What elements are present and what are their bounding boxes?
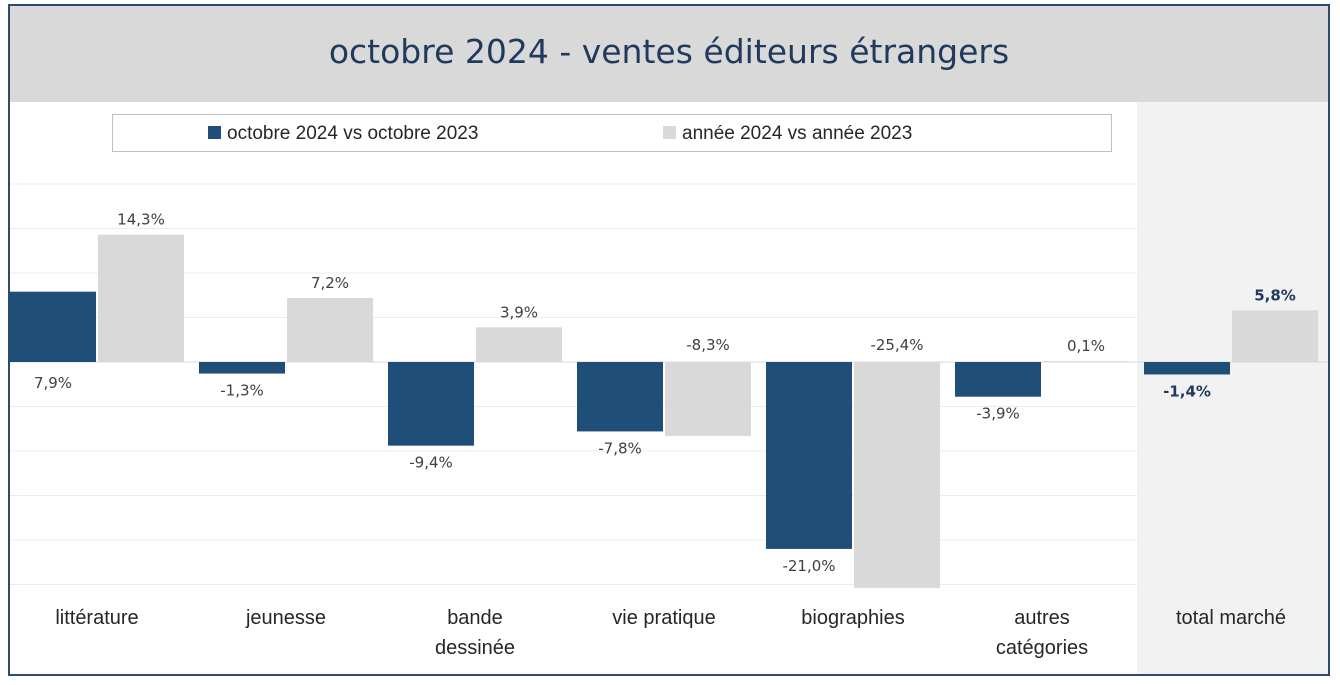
bar-monthly (199, 362, 285, 374)
legend: octobre 2024 vs octobre 2023 année 2024 … (112, 114, 1112, 152)
data-label-monthly: -1,3% (220, 382, 264, 400)
data-label-yearly: 7,2% (311, 274, 349, 292)
data-label-yearly: 14,3% (117, 211, 165, 229)
category-label: autres (1014, 607, 1070, 629)
bar-chart: 7,9% 14,3% littérature -1,3% 7,2% jeunesse -9,… (10, 183, 1328, 659)
category-label: total marché (1176, 607, 1286, 629)
data-label-monthly: -3,9% (976, 405, 1020, 423)
bar-monthly (955, 362, 1041, 397)
total-market-highlight (1137, 102, 1328, 674)
data-label-monthly: -21,0% (782, 557, 835, 575)
data-label-yearly: 0,1% (1067, 337, 1105, 355)
category-label: jeunesse (245, 607, 326, 629)
data-label-monthly: -1,4% (1163, 382, 1211, 400)
legend-item-monthly: octobre 2024 vs octobre 2023 (208, 123, 478, 145)
category-label: catégories (996, 637, 1088, 659)
legend-swatch-monthly (208, 126, 221, 139)
bar-yearly (287, 297, 373, 362)
legend-swatch-yearly (663, 126, 676, 139)
bar-yearly (665, 362, 751, 436)
data-label-yearly: -8,3% (686, 336, 730, 354)
legend-label-yearly: année 2024 vs année 2023 (682, 123, 913, 144)
bar-yearly (1043, 361, 1129, 363)
bar-monthly (388, 362, 474, 446)
chart-frame: octobre 2024 - ventes éditeurs étrangers… (8, 4, 1330, 676)
legend-item-yearly: année 2024 vs année 2023 (663, 123, 912, 145)
title-bar: octobre 2024 - ventes éditeurs étrangers (10, 6, 1328, 102)
bar-yearly (1232, 310, 1318, 362)
category-label: bande (447, 607, 503, 629)
bar-monthly (577, 362, 663, 432)
bar-yearly (476, 327, 562, 362)
category-label: vie pratique (612, 607, 715, 629)
data-label-monthly: -9,4% (409, 454, 453, 472)
chart-title: octobre 2024 - ventes éditeurs étrangers (328, 32, 1010, 71)
category-label: littérature (55, 607, 138, 629)
data-label-yearly: 5,8% (1254, 286, 1296, 304)
legend-label-monthly: octobre 2024 vs octobre 2023 (227, 123, 479, 144)
category-label: biographies (801, 607, 904, 629)
bar-monthly (1144, 362, 1230, 375)
category-label: dessinée (435, 637, 515, 659)
data-label-yearly: 3,9% (500, 303, 538, 321)
bar-monthly (10, 291, 96, 362)
data-label-monthly: 7,9% (34, 374, 72, 392)
bar-yearly (98, 234, 184, 362)
bar-monthly (766, 362, 852, 549)
data-label-yearly: -25,4% (870, 336, 923, 354)
data-label-monthly: -7,8% (598, 439, 642, 457)
bar-yearly (854, 362, 940, 589)
